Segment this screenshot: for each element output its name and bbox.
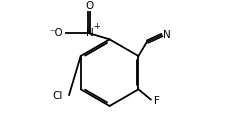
Text: F: F [154,96,160,106]
Text: N: N [86,28,94,39]
Text: O: O [86,1,94,11]
Text: +: + [94,22,101,31]
Text: Cl: Cl [53,91,63,101]
Text: ⁻O: ⁻O [49,28,63,39]
Text: N: N [163,30,171,40]
